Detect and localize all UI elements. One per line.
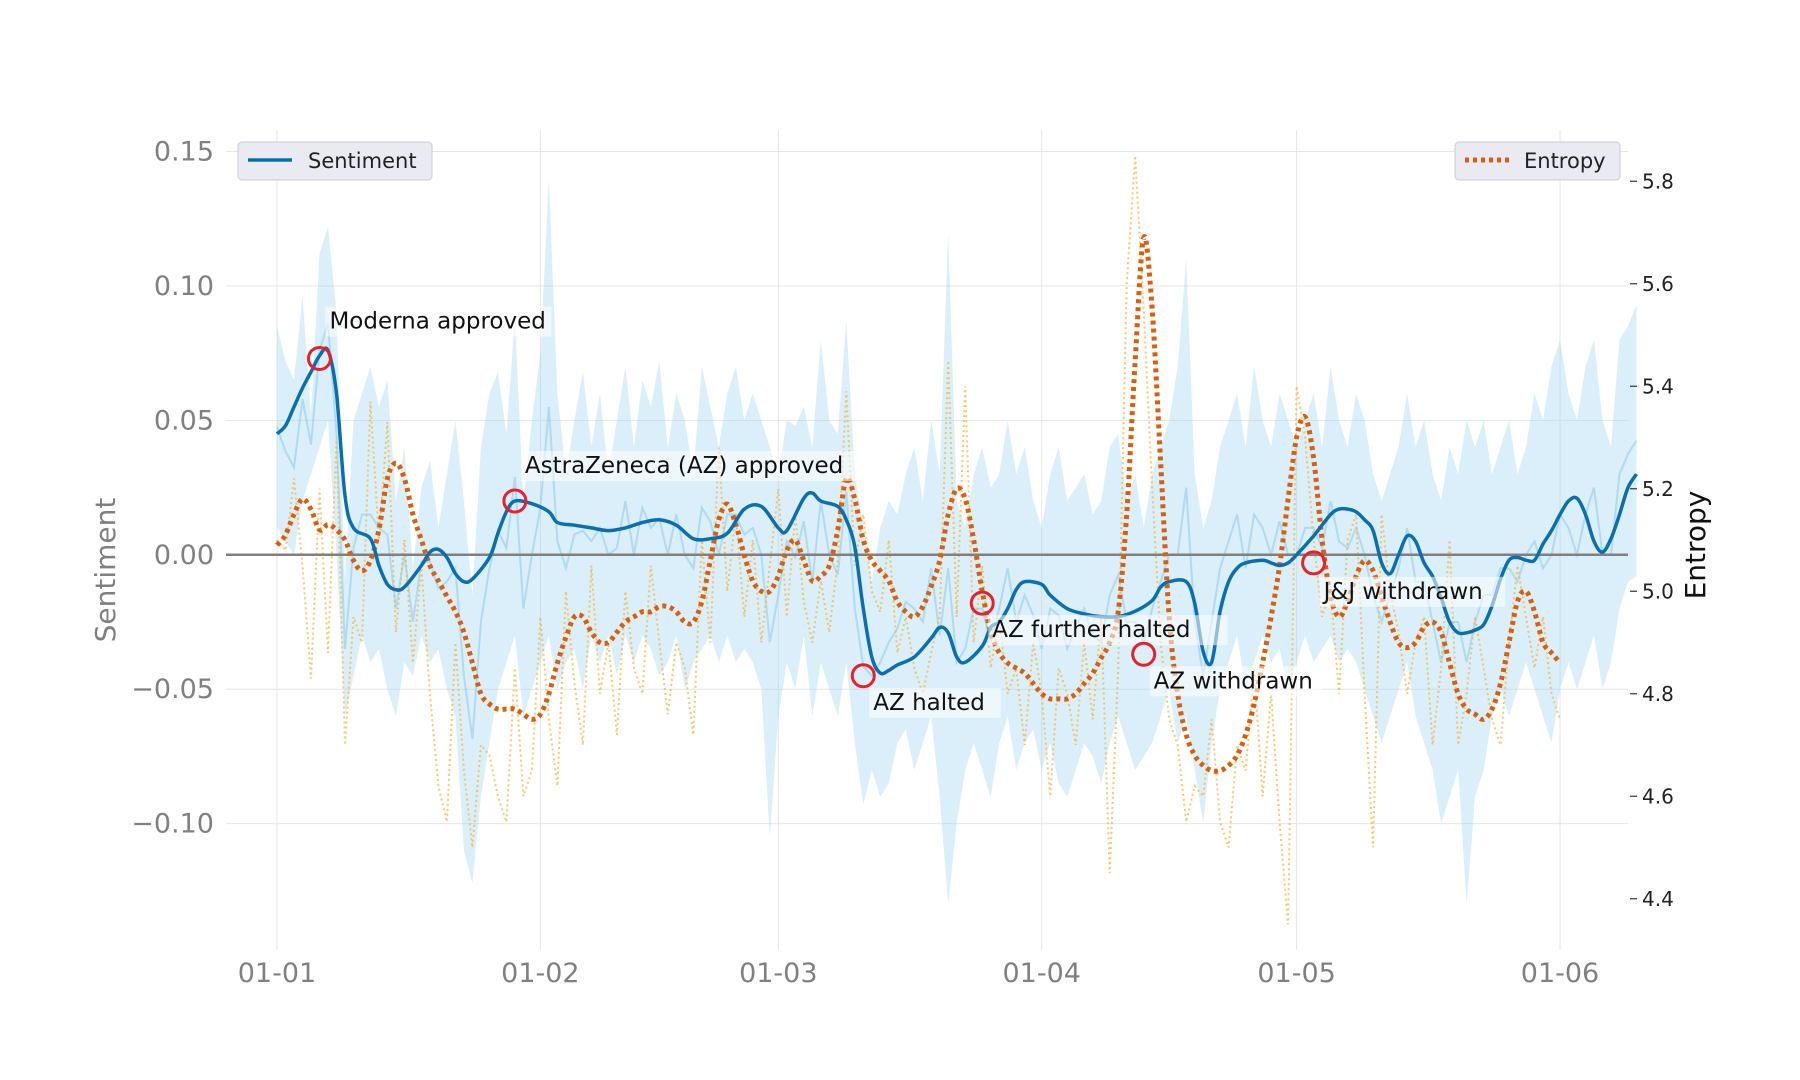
event-markers: Moderna approved AstraZeneca (AZ) approve…: [306, 306, 1506, 718]
y-tick-label: 0.00: [154, 540, 214, 571]
raw-series: [276, 155, 1638, 925]
event-marker: [502, 488, 528, 514]
x-tick-label: 01-06: [1521, 958, 1599, 989]
event-marker: [1131, 641, 1157, 667]
annotation-bg: [325, 306, 552, 337]
x-tick-label: 01-01: [238, 958, 316, 989]
legend-label-sentiment: Sentiment: [308, 149, 417, 173]
smoothed-series: [226, 234, 1638, 774]
y-axis-label: Sentiment: [89, 498, 122, 643]
event-marker: [1301, 550, 1327, 576]
event-marker: [850, 663, 876, 689]
annotation-bg: [869, 687, 1001, 718]
annotation-label: AZ halted: [873, 690, 985, 716]
event-marker: [969, 590, 995, 616]
y-tick-label: 0.05: [154, 405, 214, 436]
annotation-label: AZ withdrawn: [1154, 668, 1313, 694]
sentiment-confidence-band: [277, 178, 1637, 905]
annotation-label: J&J withdrawn: [1322, 579, 1483, 605]
y-tick-label: 0.10: [154, 271, 214, 302]
x-tick-label: 01-02: [501, 958, 579, 989]
y2-tick-label: 5.0: [1642, 579, 1674, 603]
y-tick-label: 0.15: [154, 137, 214, 168]
y2-tick-label: 5.4: [1642, 374, 1674, 398]
sentiment-daily-line: [276, 323, 1638, 740]
x-tick-label: 01-05: [1257, 958, 1335, 989]
legend-label-entropy: Entropy: [1524, 149, 1606, 173]
entropy-line: [275, 234, 1562, 774]
legend: Sentiment Entropy: [237, 141, 1621, 181]
legend-box-entropy: [1454, 141, 1621, 181]
y2-tick-label: 5.6: [1642, 272, 1674, 296]
annotation-label: AstraZeneca (AZ) approved: [525, 453, 843, 479]
x-tick-label: 01-03: [739, 958, 817, 989]
annotation-bg: [988, 615, 1228, 646]
y2-tick-label: 4.6: [1642, 784, 1674, 808]
event-marker: [306, 346, 332, 372]
legend-box-sentiment: [237, 141, 433, 181]
annotation-label: Moderna approved: [329, 309, 545, 335]
annotation-bg: [1149, 666, 1322, 697]
axes: 0.15 0.10 0.05 0.00 −0.05 −0.10 01-01 01-02 01-0…: [89, 137, 1712, 989]
y2-tick-label: 5.2: [1642, 477, 1674, 501]
y-tick-label: −0.05: [131, 674, 214, 705]
sentiment-band: [277, 178, 1637, 905]
y2-axis-label: Entropy: [1679, 491, 1712, 600]
y2-tick-label: 5.8: [1642, 169, 1674, 193]
y-tick-label: −0.10: [131, 809, 214, 840]
x-tick-label: 01-04: [1002, 958, 1080, 989]
y2-tick-label: 4.4: [1642, 887, 1674, 911]
annotation-bg: [1319, 576, 1506, 607]
y2-tick-label: 4.8: [1642, 682, 1674, 706]
annotation-bg: [520, 451, 869, 482]
sentiment-line: [275, 346, 1638, 676]
annotation-label: AZ further halted: [992, 617, 1190, 643]
